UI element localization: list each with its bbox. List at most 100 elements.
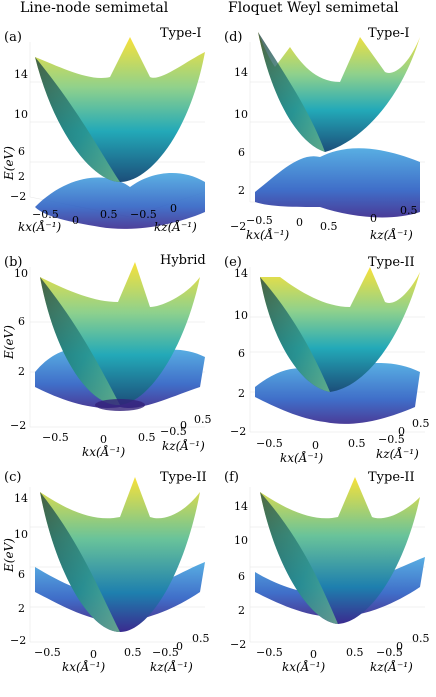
kz-tick: 0 [398,425,405,438]
e-tick: 6 [238,570,245,583]
kx-axis-label: kx(Å⁻¹) [282,660,326,674]
band-surface-plot [29,477,205,643]
panel-tag: (d) [224,30,243,45]
panel-type-label: Hybrid [160,253,206,268]
e-tick: 14 [234,500,248,513]
panel-type-label: Type-II [368,470,415,485]
e-tick: −2 [230,425,247,438]
e-tick: 10 [234,309,248,322]
kx-tick: −0.5 [256,646,283,659]
kz-tick: 0 [180,419,187,432]
panel-tag: (f) [224,470,239,485]
kx-axis-label: kx(Å⁻¹) [82,445,126,459]
kx-tick: −0.5 [42,431,69,444]
energy-axis-label: E(eV) [2,325,16,359]
kz-tick: 0 [176,640,183,653]
kx-tick: 0.5 [100,208,118,221]
kx-tick: 0 [72,214,79,227]
kx-tick: −0.5 [32,208,59,221]
kx-axis-label: kx(Å⁻¹) [18,220,62,234]
panel-type-label: Type-I [368,26,410,41]
panel-tag: (e) [224,255,242,270]
panel-d: (d) Type-I 14 10 6 2 −2 −0.5 0 0.5 0 0.5… [220,22,430,247]
e-tick: 6 [18,568,25,581]
kx-tick: 0.5 [138,431,156,444]
kz-axis-label: kz(Å⁻¹) [154,220,197,234]
kz-tick: 0 [370,212,377,225]
kz-tick: −0.5 [376,646,403,659]
panel-f: (f) Type-II 14 10 6 2 −2 −0.5 0 0.5 −0.5… [220,470,430,697]
kx-tick: 0.5 [124,646,142,659]
e-tick: 10 [234,534,248,547]
e-tick: 6 [18,145,25,158]
kx-tick: −0.5 [34,646,61,659]
band-surface-plot [29,262,205,428]
band-surface-plot [249,32,425,218]
e-tick: 10 [14,528,28,541]
e-tick: 2 [18,602,25,615]
e-tick: 2 [238,604,245,617]
kx-tick: 0.5 [346,646,364,659]
kz-tick: 0.5 [412,632,430,645]
e-tick: 14 [234,267,248,280]
kx-tick: 0 [100,433,107,446]
energy-axis-label: E(eV) [2,146,16,180]
kz-tick: 0.5 [192,632,210,645]
panel-tag: (c) [4,470,22,485]
panel-type-label: Type-I [160,26,202,41]
panel-tag: (a) [4,30,22,45]
e-tick: 14 [234,66,248,79]
e-tick: 14 [14,492,28,505]
kz-axis-label: kz(Å⁻¹) [370,660,413,674]
band-surface-plot [29,37,206,229]
kz-axis-label: kz(Å⁻¹) [150,660,193,674]
kz-tick: 0.5 [194,413,212,426]
e-tick: 2 [238,184,245,197]
kx-tick: 0 [312,439,319,452]
panel-type-label: Type-II [368,255,415,270]
kx-axis-label: kx(Å⁻¹) [280,451,324,465]
kx-tick: 0.5 [320,220,338,233]
kz-tick: 0 [396,640,403,653]
kx-tick: 0 [90,648,97,661]
kz-tick: 0.5 [400,204,418,217]
e-tick: 6 [238,347,245,360]
kx-tick: −0.5 [256,437,283,450]
e-tick: 10 [14,267,28,280]
band-surface-plot [249,267,425,433]
panel-e: (e) Type-II 14 10 6 2 −2 −0.5 0 0.5 −0.5… [220,247,430,472]
kz-tick: −0.5 [160,425,187,438]
e-tick: 14 [14,68,28,81]
e-tick: −2 [10,634,27,647]
kx-tick: 0 [296,216,303,229]
e-tick: 10 [14,108,28,121]
e-tick: 2 [18,170,25,183]
e-tick: 6 [238,146,245,159]
band-surface-plot [249,477,425,643]
e-tick: −2 [10,190,27,203]
e-tick: 6 [18,315,25,328]
kz-tick: 0 [170,202,177,215]
kx-tick: 0.5 [348,437,366,450]
e-tick: −2 [230,220,247,233]
kz-axis-label: kz(Å⁻¹) [376,447,419,461]
panel-a: (a) Type-I 14 10 6 2 −2 E(eV) −0.5 0 0.5… [0,22,210,247]
e-tick: 2 [18,365,25,378]
panel-c: (c) Type-II 14 10 6 2 −2 E(eV) −0.5 0 0.… [0,470,210,697]
energy-axis-label: E(eV) [2,538,16,572]
e-tick: 2 [238,387,245,400]
kx-tick: 0 [310,648,317,661]
kz-tick: −0.5 [130,208,157,221]
e-tick: −2 [230,638,247,651]
kx-axis-label: kx(Å⁻¹) [246,228,290,242]
kx-axis-label: kx(Å⁻¹) [62,660,106,674]
kx-tick: −0.5 [246,214,273,227]
e-tick: −2 [10,419,27,432]
panel-tag: (b) [4,255,23,270]
panel-type-label: Type-II [160,470,207,485]
kz-axis-label: kz(Å⁻¹) [162,439,205,453]
right-column-title: Floquet Weyl semimetal [228,0,399,16]
left-column-title: Line-node semimetal [20,0,169,16]
kz-axis-label: kz(Å⁻¹) [370,228,413,242]
kz-tick: −0.5 [378,433,405,446]
